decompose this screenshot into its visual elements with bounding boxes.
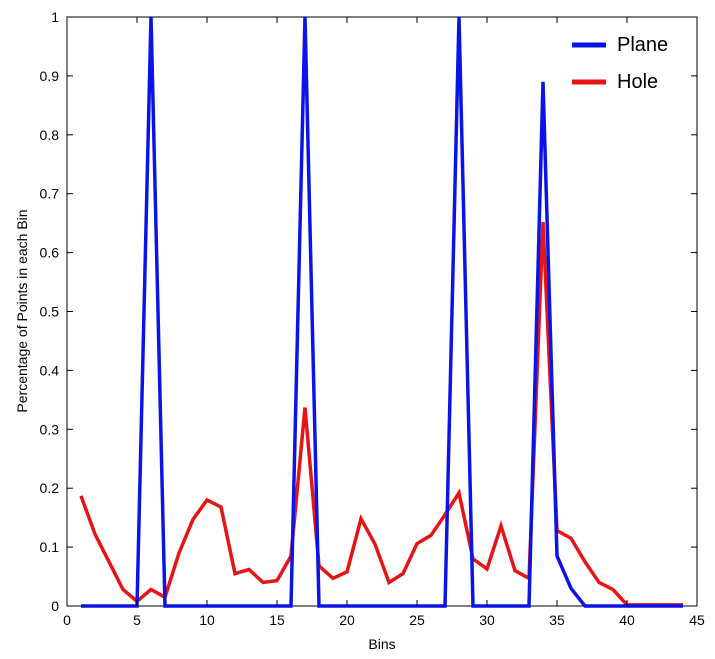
y-tick-label: 0.2 (40, 480, 60, 496)
x-tick-label: 20 (339, 612, 355, 628)
y-axis-title: Percentage of Points in each Bin (14, 209, 30, 412)
series-line-plane (81, 16, 683, 608)
series-layer (79, 16, 683, 608)
y-tick-label: 0.4 (40, 362, 60, 378)
x-tick-label: 10 (199, 612, 215, 628)
series-line-hole (79, 221, 683, 607)
y-tick-label: 1 (51, 9, 59, 25)
y-tick-label: 0.7 (40, 186, 60, 202)
x-tick-label: 0 (63, 612, 71, 628)
x-tick-label: 15 (269, 612, 285, 628)
legend-label-hole: Hole (617, 71, 658, 93)
x-axis-title: Bins (368, 636, 395, 652)
y-tick-label: 0 (51, 598, 59, 614)
y-tick-label: 0.8 (40, 127, 60, 143)
y-tick-label: 0.1 (40, 539, 60, 555)
legend-label-plane: Plane (617, 34, 668, 56)
y-tick-label: 0.3 (40, 421, 60, 437)
ticks-layer: 0 5 10 15 20 25 30 35 40 45 0 0.1 0.2 0.3 0.4 0.5 0.6 0.7… (40, 9, 705, 628)
plot-area (66, 16, 698, 607)
y-tick-label: 0.6 (40, 245, 60, 261)
x-tick-label: 25 (409, 612, 425, 628)
x-tick-label: 5 (133, 612, 141, 628)
x-tick-label: 45 (689, 612, 705, 628)
x-tick-label: 35 (549, 612, 565, 628)
y-tick-label: 0.5 (40, 304, 60, 320)
x-tick-label: 40 (619, 612, 635, 628)
legend: Plane Hole (572, 34, 668, 93)
y-tick-label: 0.9 (40, 68, 60, 84)
x-tick-label: 30 (479, 612, 495, 628)
